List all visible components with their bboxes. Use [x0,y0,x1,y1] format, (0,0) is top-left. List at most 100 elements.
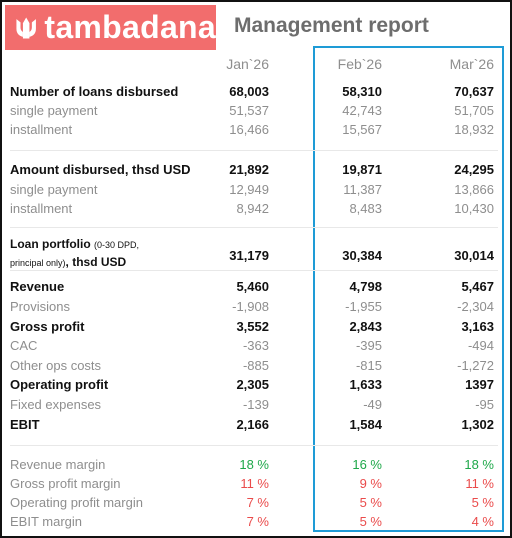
divider [10,150,498,151]
column-header-mar: Mar`26 [449,56,494,72]
row-label: Gross profit [10,319,85,334]
row-label: Other ops costs [10,358,102,373]
cell-mar: -1,272 [457,358,494,373]
table-row: Number of loans disbursed 68,003 58,310 … [10,82,498,102]
cell-feb: -1,955 [345,299,382,314]
cell-feb: 9 % [359,476,382,491]
cell-jan: 2,166 [236,417,269,432]
table-row: Operating profit 2,305 1,633 1397 [10,375,498,395]
cell-feb: 5 % [359,495,382,510]
cell-mar: 1,302 [461,417,494,432]
cell-feb: 1,633 [349,377,382,392]
cell-mar: 5,467 [461,279,494,294]
row-label: single payment [10,103,98,118]
row-label: Loan portfolio (0-30 DPD, principal only… [10,236,139,272]
cell-feb: 4,798 [349,279,382,294]
cell-jan: -1,908 [232,299,269,314]
cell-jan: 51,537 [229,103,269,118]
cell-feb: 19,871 [342,162,382,177]
portfolio-label-note: (0-30 DPD, [94,240,140,250]
cell-feb: 2,843 [349,319,382,334]
table-row: Gross profit margin 11 % 9 % 11 % [10,474,498,494]
row-label: EBIT [10,417,40,432]
cell-feb: -395 [355,338,382,353]
table-row: Gross profit 3,552 2,843 3,163 [10,317,498,337]
cell-feb: 11,387 [343,182,382,197]
table-row: EBIT 2,166 1,584 1,302 [10,415,498,435]
cell-mar: 24,295 [454,162,494,177]
portfolio-label-main: Loan portfolio [10,237,91,251]
table-row: Operating profit margin 7 % 5 % 5 % [10,493,498,513]
cell-jan: 7 % [246,495,269,510]
cell-jan: 3,552 [236,319,269,334]
cell-jan: -139 [242,397,269,412]
cell-feb: 1,584 [349,417,382,432]
row-label: installment [10,122,73,137]
cell-jan: 31,179 [229,248,269,263]
column-header-feb: Feb`26 [337,56,382,72]
row-label: installment [10,201,73,216]
cell-feb: 30,384 [342,248,382,263]
table-row: EBIT margin 7 % 5 % 4 % [10,512,498,532]
cell-feb: 5 % [359,514,382,529]
cell-jan: 2,305 [236,377,269,392]
cell-mar: 18,932 [454,122,494,137]
cell-jan: 18 % [239,457,269,472]
row-label: single payment [10,182,98,197]
page-title: Management report [234,14,429,37]
cell-jan: 12,949 [229,182,269,197]
row-label: Provisions [10,299,70,314]
table-row: single payment 12,949 11,387 13,866 [10,180,498,200]
cell-feb: 15,567 [342,122,382,137]
cell-mar: 30,014 [454,248,494,263]
highlight-box [313,46,504,532]
row-label: Operating profit [10,377,109,392]
table-row: CAC -363 -395 -494 [10,336,498,356]
cell-jan: 8,942 [236,201,269,216]
portfolio-label-unit: , thsd USD [65,255,127,269]
cell-mar: 5 % [471,495,494,510]
cell-feb: 42,743 [342,103,382,118]
cell-mar: 1397 [465,377,494,392]
cell-mar: 13,866 [454,182,494,197]
cell-jan: 21,892 [229,162,269,177]
table-row: Amount disbursed, thsd USD 21,892 19,871… [10,160,498,180]
tulip-icon [16,16,36,39]
cell-jan: 7 % [246,514,269,529]
divider [10,445,498,446]
cell-jan: -363 [242,338,269,353]
row-label: EBIT margin [10,514,83,529]
cell-feb: 58,310 [342,84,382,99]
portfolio-label-note-2: principal only) [10,258,66,268]
cell-mar: 4 % [471,514,494,529]
column-header-row: Jan`26 Feb`26 Mar`26 [10,54,498,74]
divider [10,227,498,228]
row-label: Number of loans disbursed [10,84,179,99]
table-row: single payment 51,537 42,743 51,705 [10,101,498,121]
table-row: Loan portfolio (0-30 DPD, principal only… [10,236,498,274]
brand-logo: tambadana [5,5,216,50]
cell-feb: 16 % [352,457,382,472]
row-label: Revenue margin [10,457,106,472]
row-label: CAC [10,338,38,353]
row-label: Revenue [10,279,65,294]
cell-jan: 11 % [240,476,269,491]
table-row: installment 8,942 8,483 10,430 [10,199,498,219]
cell-mar: 3,163 [461,319,494,334]
table-row: Other ops costs -885 -815 -1,272 [10,356,498,376]
column-header-jan: Jan`26 [226,56,269,72]
row-label: Operating profit margin [10,495,143,510]
divider [10,270,498,271]
row-label: Fixed expenses [10,397,102,412]
cell-mar: -95 [475,397,494,412]
row-label: Amount disbursed, thsd USD [10,162,191,177]
cell-jan: 16,466 [229,122,269,137]
cell-mar: -494 [467,338,494,353]
cell-mar: 11 % [465,476,494,491]
row-label: Gross profit margin [10,476,121,491]
table-row: Revenue 5,460 4,798 5,467 [10,277,498,297]
table-row: installment 16,466 15,567 18,932 [10,120,498,140]
table-row: Revenue margin 18 % 16 % 18 % [10,455,498,475]
cell-mar: 70,637 [454,84,494,99]
